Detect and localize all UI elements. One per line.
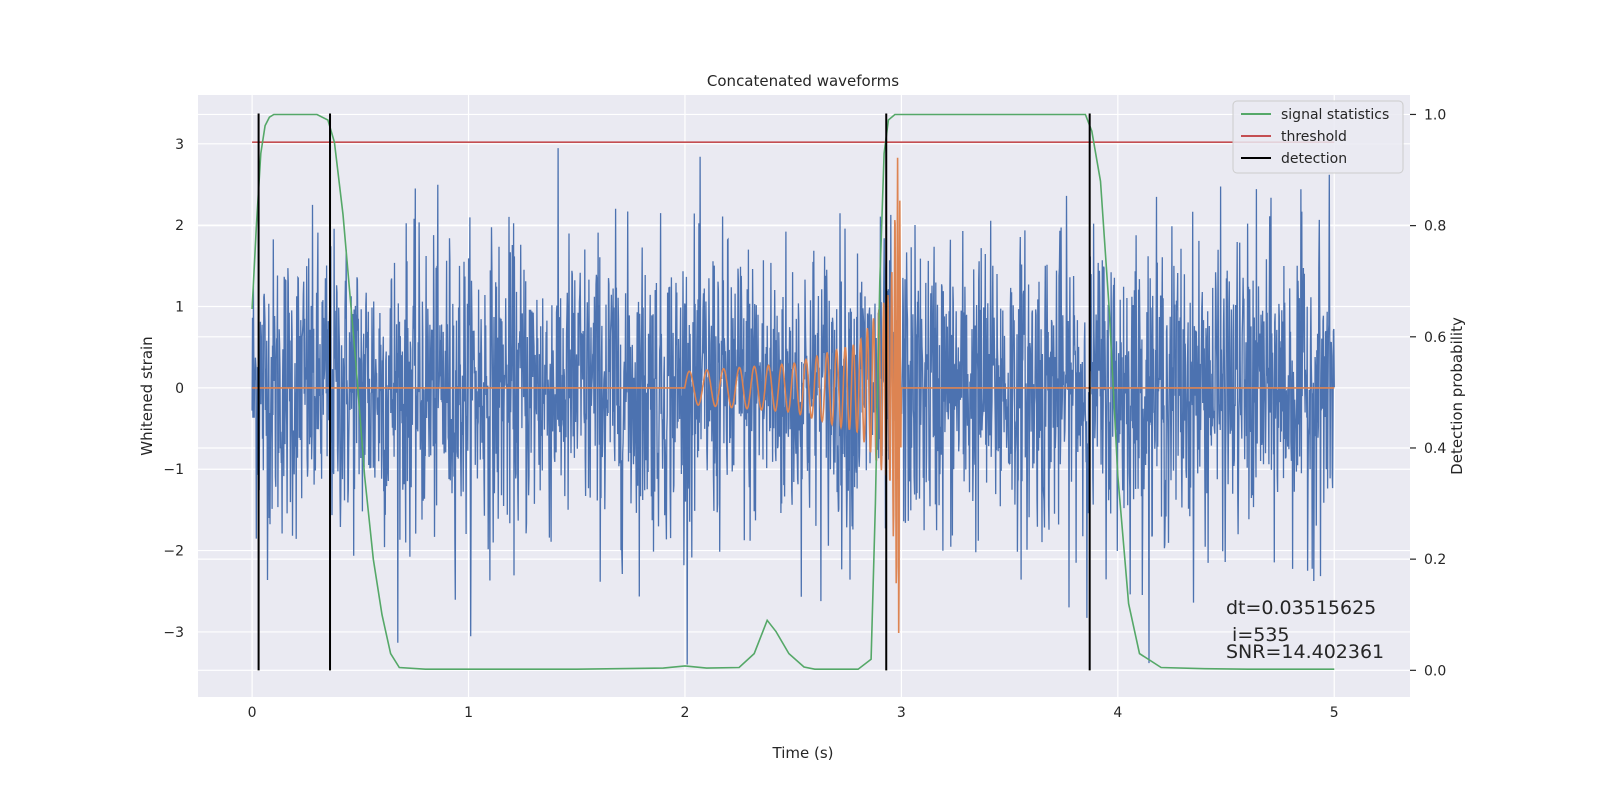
y-tick-label: 2 (175, 218, 184, 234)
annotation-i: i=535 (1226, 624, 1290, 646)
x-tick-label: 0 (248, 705, 257, 721)
legend: signal statistics threshold detection (1232, 100, 1404, 174)
y2-tick-label: 0.4 (1424, 441, 1446, 457)
x-tick-label: 1 (464, 705, 473, 721)
y2-axis-label: Detection probability (1448, 317, 1466, 475)
signal-statistics-line (251, 113, 1335, 670)
x-tick-label: 4 (1113, 705, 1122, 721)
y-tick-label: 3 (175, 137, 184, 153)
x-tick-label: 3 (897, 705, 906, 721)
y2-tick-label: 0.0 (1424, 663, 1446, 679)
y2-tick-label: 0.2 (1424, 552, 1446, 568)
plot-area: 0 1 2 3 4 5 −3 −2 −1 0 1 2 3 0.0 0.2 0.4 0.6 0.8 1.0 (163, 95, 1446, 721)
chirp-series (252, 157, 1335, 634)
x-tick-label: 2 (681, 705, 690, 721)
legend-label: detection (1281, 151, 1347, 167)
y2-tick-label: 0.8 (1424, 219, 1446, 235)
y2-tick-label: 1.0 (1424, 107, 1446, 123)
y-axis-label: Whitened strain (138, 336, 156, 455)
y-tick-label: −3 (163, 625, 184, 641)
y2-tick-label: 0.6 (1424, 330, 1446, 346)
x-tick-label: 5 (1330, 705, 1339, 721)
legend-label: signal statistics (1281, 107, 1389, 123)
noise-series (251, 148, 1335, 665)
annotation-dt: dt=0.03515625 (1226, 597, 1377, 619)
y-tick-label: 0 (175, 381, 184, 397)
y-tick-label: 1 (175, 300, 184, 316)
legend-label: threshold (1281, 129, 1347, 145)
chart-title: Concatenated waveforms (707, 72, 899, 90)
y-tick-label: −2 (163, 544, 184, 560)
annotation-snr: SNR=14.402361 (1226, 641, 1385, 663)
y-tick-label: −1 (163, 462, 184, 478)
legend-box (1232, 100, 1404, 174)
x-axis-label: Time (s) (772, 744, 834, 762)
